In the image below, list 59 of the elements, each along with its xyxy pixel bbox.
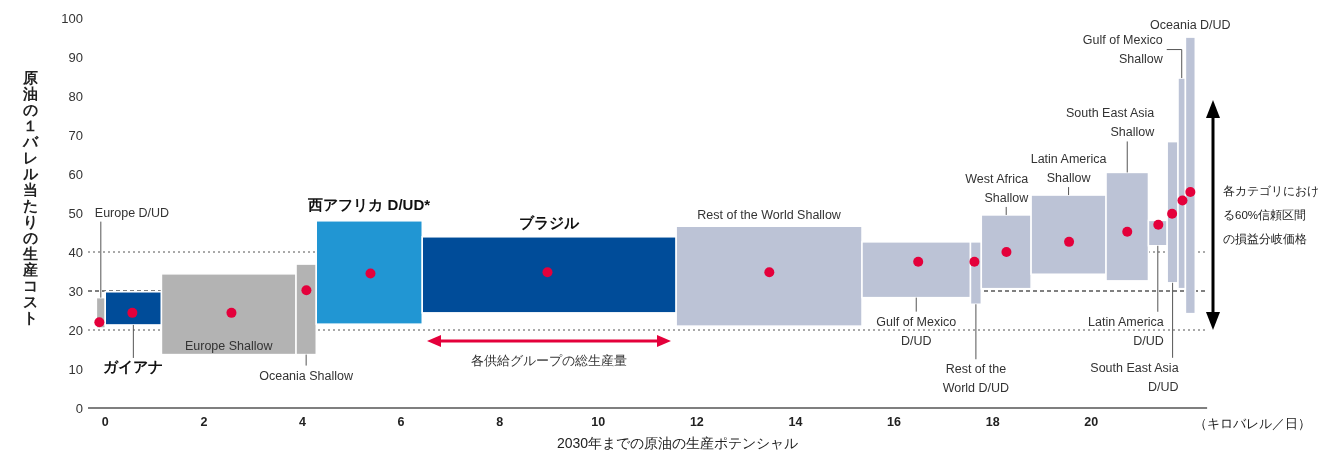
point [913,256,924,267]
x-tick-label: 16 [887,415,902,429]
point [1153,219,1164,230]
x-tick-label: 14 [788,415,803,429]
x-tick-label: 6 [397,415,405,429]
annotation: Oceania Shallow [259,368,355,383]
point [301,285,312,296]
point [1177,195,1188,206]
y-tick-label: 20 [68,322,83,338]
annotation: Rest of the World D/UD [942,362,1010,396]
annotation: ブラジル [519,213,581,231]
point [764,267,775,278]
annotation: Gulf of Mexico Shallow [1082,33,1164,67]
annotation: South East Asia Shallow [1065,106,1156,140]
y-tick-label: 100 [61,10,83,26]
x-tick-label: 10 [591,415,606,429]
point [365,268,376,279]
x-tick-label: 0 [101,415,109,429]
annotation: Rest of the World Shallow [697,208,842,223]
point [1001,247,1012,257]
y-tick-label: 40 [68,244,83,260]
x-tick-label: 20 [1084,415,1099,429]
x-tick-label: 12 [689,415,704,429]
y-tick-label: 50 [68,205,83,221]
point [1122,226,1133,237]
annotation: Oceania D/UD [1150,18,1231,33]
point [1167,208,1178,219]
y-tick-label: 60 [68,166,83,182]
annotation: Europe Shallow [184,338,274,353]
x-tick-label: 4 [298,415,306,429]
point [969,256,980,267]
point [94,317,105,328]
annotation: Europe D/UD [94,205,170,220]
x-tick-label: 2 [200,415,208,429]
point [542,267,553,278]
annotation: Gulf of Mexico D/UD [876,314,957,348]
x-axis-title: 2030年までの原油の生産ポテンシャル [556,435,799,451]
annotation: 西アフリカ D/UD* [307,195,431,213]
annotation: Latin America D/UD [1088,314,1164,348]
point [1185,186,1196,197]
text: 各カテゴリにおける60%信頼区間の損益分岐価格 [1223,185,1319,245]
annotation: West Africa Shallow [965,171,1030,205]
y-tick-label: 90 [68,49,83,65]
y-tick-label: 70 [68,127,83,143]
annotation: South East Asia D/UD [1090,360,1179,394]
y-tick-label: 30 [68,283,83,299]
point [127,307,138,318]
text: 原油の１バレル当たりの生産コスト [22,69,38,326]
y-tick-label: 80 [68,88,83,104]
annotation: Latin America Shallow [1030,152,1107,186]
point [226,307,237,318]
y-tick-label: 10 [68,361,83,377]
x-tick-label: 18 [985,415,1000,429]
y-tick-label: 0 [75,400,83,416]
point [1064,236,1075,247]
annotation: ガイアナ [103,357,164,375]
text: （キロバレル／日） [1194,417,1311,431]
x-tick-label: 8 [496,415,504,429]
annotation: 各供給グループの総生産量 [471,353,627,368]
